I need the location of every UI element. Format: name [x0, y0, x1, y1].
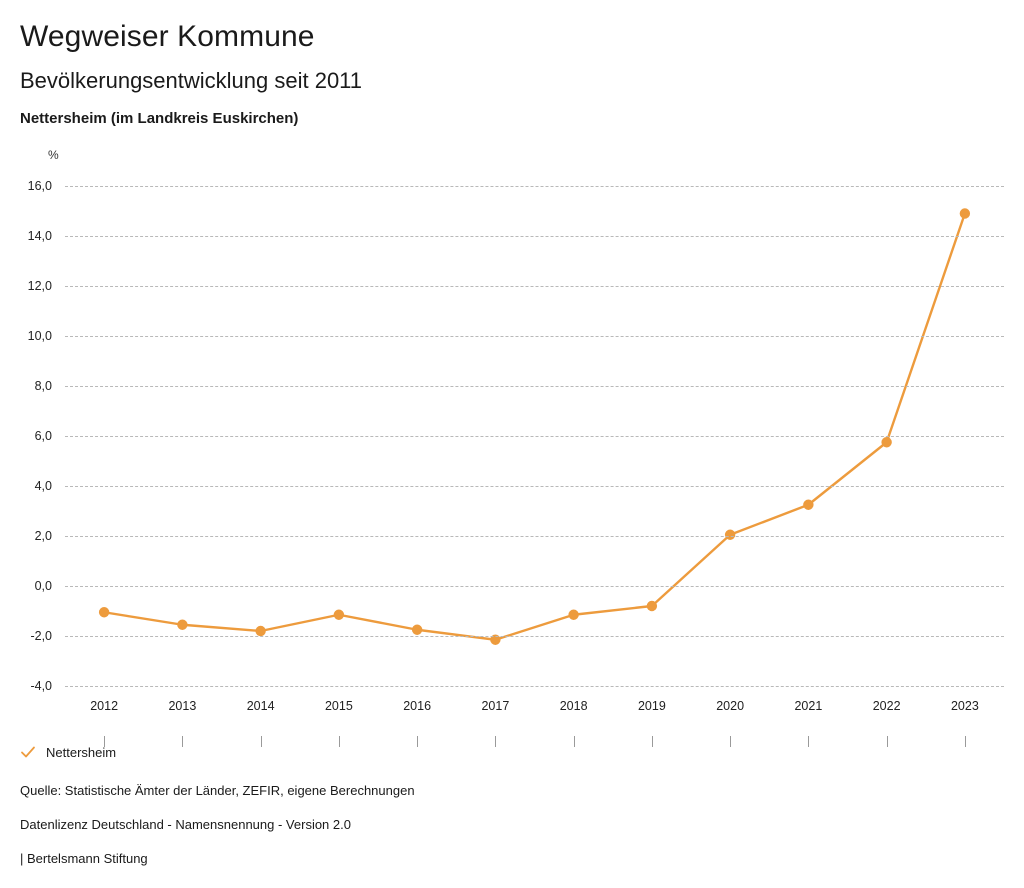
x-axis-tick	[808, 736, 810, 747]
data-point[interactable]	[177, 619, 188, 630]
x-axis-tick-label: 2013	[168, 699, 197, 713]
data-point[interactable]	[881, 437, 892, 448]
y-axis-tick-label: 16,0	[27, 179, 52, 193]
gridline	[65, 186, 1004, 187]
x-axis-tick	[260, 736, 262, 747]
x-axis-tick	[104, 736, 106, 747]
footer-line: Quelle: Statistische Ämter der Länder, Z…	[20, 783, 415, 798]
gridline	[65, 636, 1004, 637]
page-title: Wegweiser Kommune	[20, 20, 315, 53]
x-axis-tick	[886, 736, 888, 747]
chart-footer: Quelle: Statistische Ämter der Länder, Z…	[20, 784, 920, 886]
data-point[interactable]	[803, 499, 814, 510]
x-axis-tick-label: 2023	[950, 699, 979, 713]
y-axis-tick-label: 14,0	[27, 229, 52, 243]
footer-line: | Bertelsmann Stiftung	[20, 851, 148, 866]
x-axis-tick-label: 2016	[403, 699, 432, 713]
y-axis-tick-label: 0,0	[34, 579, 52, 593]
gridline	[65, 436, 1004, 437]
x-axis-tick-label: 2019	[637, 699, 666, 713]
data-point[interactable]	[255, 625, 266, 637]
data-point[interactable]	[98, 607, 110, 618]
y-axis-labels: 16,0 14,0 12,0 10,0 8,0 6,0 4,0 2,0 0,0 -2,0 -4,0	[0, 179, 60, 693]
series-line	[102, 212, 967, 641]
series-nettersheim	[98, 208, 971, 645]
x-axis-tick-label: 2020	[716, 699, 745, 713]
y-axis-tick-label: 4,0	[34, 479, 52, 493]
gridline	[65, 486, 1004, 487]
y-axis-unit-label: %	[48, 148, 59, 162]
y-axis-tick-label: 12,0	[27, 279, 52, 293]
y-axis-tick-label: 8,0	[34, 379, 52, 393]
data-point[interactable]	[646, 600, 658, 612]
x-axis-tick-label: 2014	[246, 699, 275, 713]
x-axis-tick	[651, 736, 653, 747]
x-axis-tick	[182, 736, 184, 747]
data-point[interactable]	[568, 609, 579, 620]
gridline	[65, 336, 1004, 337]
x-axis-tick	[964, 736, 966, 747]
data-point[interactable]	[333, 609, 345, 620]
plot-area	[65, 186, 1004, 747]
x-axis-tick	[730, 736, 732, 747]
legend-item-label: Nettersheim	[46, 744, 117, 760]
line-chart: % 16,0 14,0 12,0 10,0 8,0 6,0 4,0 2,0 0,0 -2,0 -4,…	[0, 136, 1024, 747]
x-axis-tick	[573, 736, 575, 747]
y-axis-tick-label: 6,0	[34, 429, 52, 443]
gridline	[65, 236, 1004, 237]
x-axis-tick-label: 2021	[794, 699, 823, 713]
page-header: Wegweiser Kommune Bevölkerungsentwicklun…	[20, 0, 1004, 127]
gridline	[65, 286, 1004, 287]
x-axis-tick-label: 2012	[90, 699, 119, 713]
x-axis-tick-label: 2018	[559, 699, 588, 713]
data-point[interactable]	[959, 208, 971, 219]
gridline	[65, 386, 1004, 387]
chart-legend[interactable]: Nettersheim	[20, 744, 116, 760]
x-axis-labels: 2012 2013 2014 2015 2016 2017 2018 2019 2020 2021…	[0, 699, 1024, 723]
gridline	[65, 536, 1004, 537]
gridline	[65, 586, 1004, 587]
y-axis-tick-label: 10,0	[27, 329, 52, 343]
data-point[interactable]	[490, 634, 501, 645]
x-axis-tick-label: 2022	[872, 699, 901, 713]
data-point[interactable]	[724, 529, 736, 540]
y-axis-tick-label: -2,0	[30, 629, 52, 643]
y-axis-tick-label: 2,0	[34, 529, 52, 543]
x-axis-tick-label: 2015	[324, 699, 353, 713]
x-axis-tick-label: 2017	[481, 699, 510, 713]
x-axis-tick	[417, 736, 419, 747]
footer-line: Datenlizenz Deutschland - Namensnennung …	[20, 817, 351, 832]
data-point[interactable]	[411, 624, 423, 635]
x-axis-tick	[495, 736, 497, 747]
check-icon	[20, 744, 36, 760]
y-axis-tick-label: -4,0	[30, 679, 52, 693]
x-axis-tick	[338, 736, 340, 747]
region-label: Nettersheim (im Landkreis Euskirchen)	[20, 110, 299, 127]
gridline	[65, 686, 1004, 687]
page-subtitle: Bevölkerungsentwicklung seit 2011	[20, 68, 363, 93]
